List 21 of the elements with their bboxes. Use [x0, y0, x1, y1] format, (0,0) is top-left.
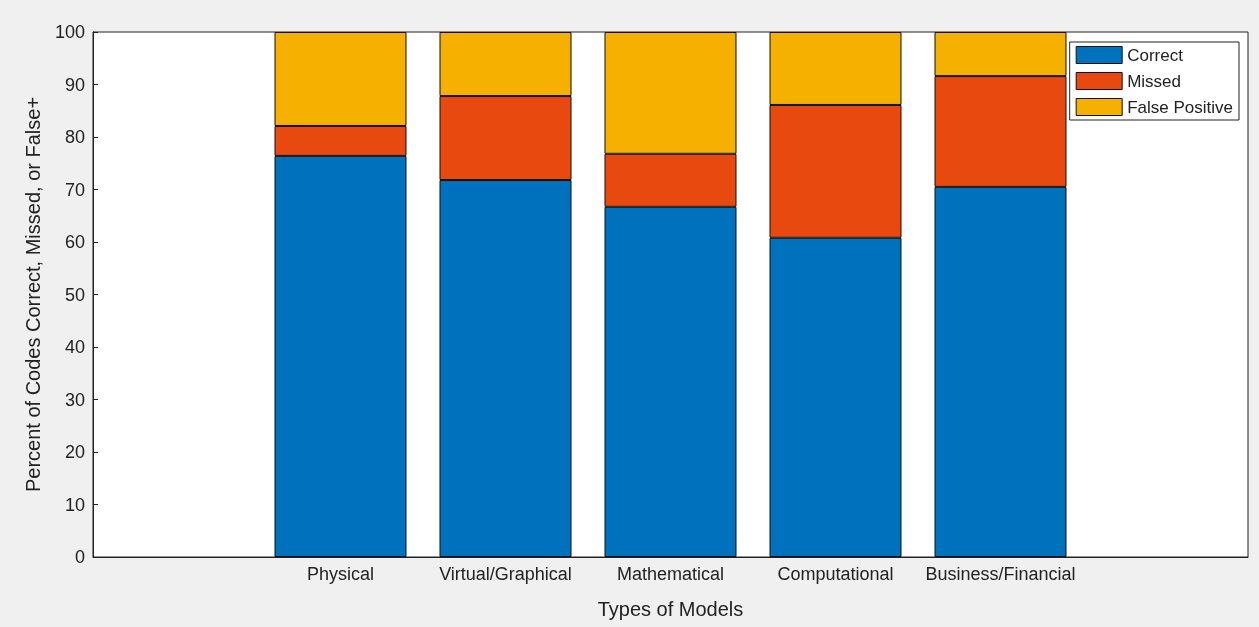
y-tick-label: 40	[64, 337, 85, 357]
legend-label: Missed	[1127, 71, 1182, 91]
y-tick-label: 0	[74, 547, 85, 567]
y-tick-label: 70	[64, 179, 85, 200]
x-tick-label: Virtual/Graphical	[439, 564, 572, 584]
legend-label: Correct	[1127, 45, 1184, 65]
legend-label: False Positive	[1127, 97, 1234, 117]
y-tick-label: 60	[64, 232, 85, 252]
x-tick-label: Computational	[777, 564, 894, 584]
y-tick-label: 10	[64, 494, 85, 515]
y-tick-label: 90	[64, 74, 85, 95]
x-tick-label: Physical	[306, 564, 375, 584]
x-axis-title: Types of Models	[597, 598, 744, 620]
x-tick-label: Business/Financial	[925, 564, 1076, 584]
y-tick-label: 80	[64, 127, 85, 147]
y-tick-label: 100	[54, 22, 85, 42]
y-axis-title: Percent of Codes Correct, Missed, or False+	[22, 96, 44, 493]
x-tick-label: Mathematical	[616, 564, 725, 584]
y-tick-label: 30	[64, 389, 85, 410]
y-tick-label: 50	[64, 284, 85, 305]
y-tick-label: 20	[64, 442, 85, 462]
